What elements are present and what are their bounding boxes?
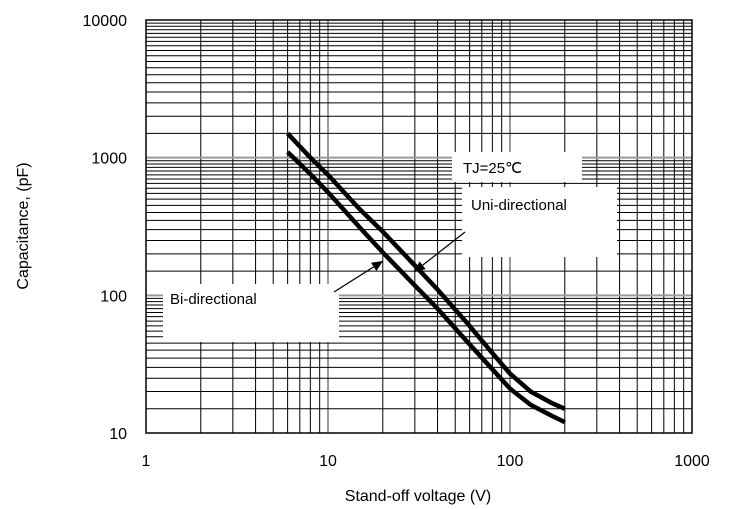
y-tick-label: 10: [109, 426, 127, 443]
y-tick-label: 1000: [91, 151, 127, 168]
arrow-bi-directional-head: [371, 261, 383, 271]
annotation-boxes: [163, 152, 617, 342]
y-axis-label: Capacitance, (pF): [15, 162, 32, 289]
annotation-temperature: TJ=25℃: [463, 160, 522, 177]
annotation-box-uni-directional: [462, 187, 617, 257]
x-tick-label: 1000: [674, 453, 710, 470]
arrow-uni-directional-head: [414, 261, 426, 272]
annotation-arrows: [333, 231, 466, 293]
annotation-box-bi-directional: [163, 284, 339, 342]
annotation-box-temperature: [452, 152, 582, 182]
x-axis-label: Stand-off voltage (V): [345, 488, 491, 505]
annotation-bi-directional: Bi-directional: [170, 291, 257, 308]
y-tick-label: 100: [100, 288, 127, 305]
plot-frame: [145, 19, 693, 434]
series-line-uni-directional: [285, 131, 566, 411]
tick-labels: 1 10 100 1000 10 100 1000 10000: [83, 13, 710, 470]
x-tick-label: 100: [497, 453, 524, 470]
x-tick-label: 1: [142, 453, 151, 470]
series-lines: [285, 131, 566, 425]
y-tick-label: 10000: [83, 13, 128, 30]
annotation-uni-directional: Uni-directional: [471, 197, 567, 214]
series-line-bi-directional: [286, 150, 566, 425]
x-tick-label: 10: [319, 453, 337, 470]
